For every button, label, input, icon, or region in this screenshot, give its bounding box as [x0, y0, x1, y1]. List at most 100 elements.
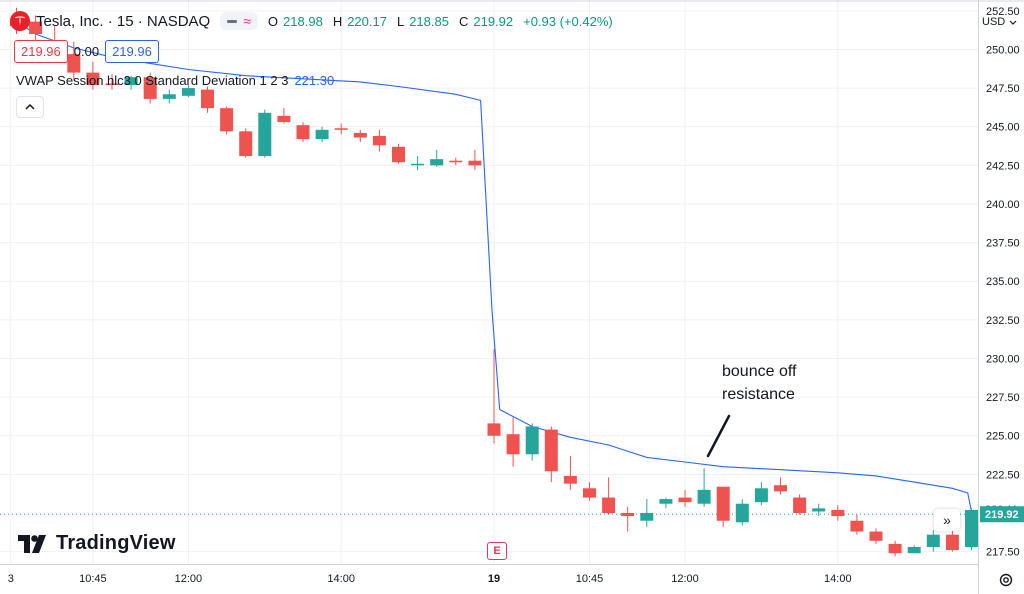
annotation-line-1: bounce off — [722, 363, 797, 380]
candle-body — [563, 475, 577, 484]
candle — [640, 499, 654, 527]
candle — [583, 482, 596, 501]
buy-sell-panel: 219.96 0.00 219.96 — [14, 40, 159, 63]
candle-body — [181, 88, 195, 96]
candle — [621, 506, 635, 532]
double-chevron-right-icon: » — [943, 512, 951, 528]
symbol-legend: Tesla, Inc. · 15 · NASDAQ ≈ O 218.98 H 220.… — [10, 8, 618, 34]
candle-body — [201, 89, 214, 109]
candle — [201, 86, 214, 113]
candle-body — [583, 488, 596, 498]
tradingview-logo-icon — [18, 534, 46, 553]
candle-body — [869, 531, 883, 541]
candle-body — [105, 83, 119, 85]
price-tick-label: 225.00 — [986, 431, 1020, 443]
legend-visibility-toggle[interactable]: ≈ — [220, 12, 258, 30]
candle-body — [239, 131, 253, 157]
candle-body — [506, 434, 520, 455]
candle-body — [525, 426, 539, 455]
candle-body — [678, 497, 692, 503]
spread-value: 0.00 — [73, 44, 100, 59]
candle — [258, 109, 272, 158]
price-tick-label: 252.50 — [986, 6, 1020, 18]
candle — [563, 455, 577, 490]
ohlc-values: O 218.98 H 220.17 L 218.85 C 219.92 +0.93 (+0.42… — [267, 13, 613, 29]
time-tick-label: 14:00 — [824, 573, 852, 585]
high-value: 220.17 — [347, 13, 387, 29]
candle — [392, 143, 405, 164]
scroll-to-realtime-button[interactable]: » — [934, 509, 960, 531]
price-tick-label: 247.50 — [986, 83, 1020, 95]
candle — [716, 486, 730, 527]
candle-body — [315, 129, 329, 140]
candle — [907, 545, 921, 554]
candle — [869, 528, 883, 544]
tesla-logo-icon — [10, 11, 30, 31]
chevron-down-icon — [1009, 20, 1017, 25]
candle — [143, 72, 157, 104]
candle — [754, 482, 768, 506]
vwap-layer — [16, 21, 973, 512]
candle — [105, 74, 119, 90]
price-tick-label: 235.00 — [986, 276, 1020, 288]
collapse-legend-button[interactable] — [16, 96, 44, 118]
low-value: 218.85 — [409, 13, 449, 29]
candle — [525, 423, 539, 461]
buy-price-button[interactable]: 219.96 — [105, 40, 159, 63]
candle-body — [831, 509, 845, 517]
candle-body — [124, 77, 138, 85]
sell-price-button[interactable]: 219.96 — [14, 40, 68, 63]
price-tick-label: 242.50 — [986, 160, 1020, 172]
candle — [945, 530, 959, 552]
candle — [162, 89, 176, 104]
candle — [296, 122, 310, 143]
candle-body — [926, 534, 940, 548]
time-tick-label: 3 — [8, 573, 14, 585]
candle — [411, 156, 425, 170]
candle-body — [602, 497, 616, 514]
price-tick-label: 222.50 — [986, 469, 1020, 481]
price-tick-label: 250.00 — [986, 44, 1020, 56]
earnings-marker[interactable]: E — [487, 542, 507, 560]
tradingview-logo[interactable]: TradingView — [18, 532, 176, 555]
candle-body — [907, 547, 921, 554]
vwap-indicator-label: VWAP Session hlc3 0 Standard Deviation 1… — [16, 73, 289, 88]
candle-body — [965, 509, 978, 548]
candle — [334, 123, 348, 135]
annotation-line-2: resistance — [722, 386, 795, 403]
candle-body — [812, 508, 826, 512]
candle-body — [468, 160, 482, 166]
last-price-badge-text: 219.92 — [985, 509, 1019, 521]
symbol-title[interactable]: Tesla, Inc. · 15 · NASDAQ — [36, 12, 211, 30]
candle — [544, 426, 558, 483]
candle-body — [162, 94, 176, 99]
candle-body — [697, 489, 711, 504]
candle — [965, 508, 978, 551]
annotation-layer — [706, 414, 731, 458]
vwap-indicator-legend[interactable]: VWAP Session hlc3 0 Standard Deviation 1… — [16, 73, 334, 88]
close-value: 219.92 — [473, 13, 514, 29]
open-value: 218.98 — [283, 13, 323, 29]
change-value: +0.93 (+0.42%) — [523, 13, 613, 29]
price-tick-label: 245.00 — [986, 122, 1020, 134]
wave-icon: ≈ — [243, 13, 251, 29]
candle-body — [430, 159, 444, 166]
price-tick-label: 230.00 — [986, 353, 1020, 365]
candles-layer — [10, 7, 978, 557]
candle — [793, 494, 807, 515]
candle-body — [487, 423, 501, 436]
candle — [239, 128, 253, 158]
vwap-line — [16, 21, 973, 512]
time-tick-label: 12:00 — [671, 573, 699, 585]
chart-annotation-text[interactable]: bounce off resistance — [722, 360, 796, 406]
chart-settings-button[interactable] — [996, 570, 1016, 590]
chart-grid — [0, 0, 978, 564]
candle — [602, 477, 616, 515]
candle — [277, 108, 291, 124]
currency-selector[interactable]: USD — [982, 12, 1022, 32]
candle — [181, 84, 195, 98]
candle-body — [334, 128, 348, 130]
